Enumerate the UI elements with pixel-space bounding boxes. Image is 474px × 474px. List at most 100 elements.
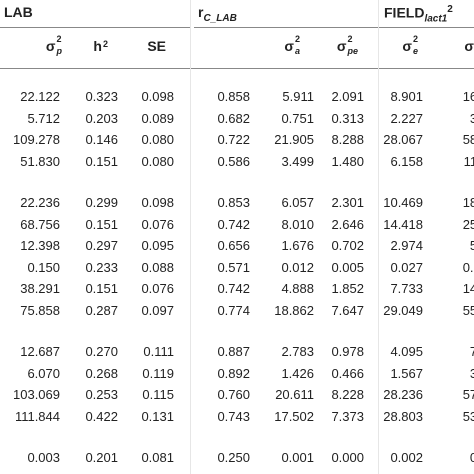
- table-cell: 0.682: [217, 110, 250, 126]
- table-cell: 0.656: [217, 238, 250, 253]
- table-row: 111.844 0.422 0.131 0.743 17.502 7.373 28.803 5…: [0, 406, 474, 428]
- table-cell: 0.131: [141, 408, 174, 424]
- column-separator: [190, 0, 191, 474]
- table-cell: 18.862: [274, 302, 314, 318]
- table-cell: 0.287: [85, 302, 118, 318]
- table-cell: 0.005: [331, 259, 364, 275]
- table-cell: 0.742: [217, 281, 250, 296]
- table-cell: 22.236: [20, 195, 60, 210]
- table-cell: 3.499: [281, 153, 314, 169]
- table-cell: 5.3: [469, 238, 474, 253]
- field-title-sup: 2: [447, 4, 453, 15]
- header-bottom-rule: [0, 68, 474, 69]
- table-cell: 1.852: [331, 281, 364, 296]
- table-cell: 28.067: [383, 132, 423, 147]
- table-cell: 0.001: [281, 450, 314, 465]
- table-cell: 1.480: [331, 153, 364, 169]
- table-cell: 6.070: [27, 365, 60, 381]
- table-cell: 18.8: [462, 195, 474, 210]
- table-row: 12.687 0.270 0.111 0.887 2.783 0.978 4.095 7.8: [0, 341, 474, 363]
- table-row: 5.712 0.203 0.089 0.682 0.751 0.313 2.227 3.2: [0, 108, 474, 130]
- table-cell: 51.830: [20, 153, 60, 169]
- column-header-7: σ2: [464, 38, 474, 54]
- table-row: 51.830 0.151 0.080 0.586 3.499 1.480 6.158 11.1: [0, 151, 474, 173]
- table-cell: 55.5: [462, 302, 474, 318]
- field-title-base: FIELD: [384, 4, 425, 21]
- table-cell: 0.743: [217, 408, 250, 424]
- table-row: 68.756 0.151 0.076 0.742 8.010 2.646 14.418 25.…: [0, 214, 474, 236]
- table-cell: 38.291: [20, 281, 60, 296]
- table-cell: 0.027: [390, 259, 423, 275]
- table-cell: 4.095: [390, 344, 423, 359]
- table-cell: 0.000: [331, 450, 364, 465]
- table-cell: 0.250: [217, 450, 250, 465]
- table-cell: 0.466: [331, 365, 364, 381]
- table-cell: 0.978: [331, 344, 364, 359]
- table-cell: 0.742: [217, 216, 250, 232]
- table-cell: 2.091: [331, 89, 364, 104]
- table-cell: 0.098: [141, 89, 174, 104]
- table-cell: 0.571: [217, 259, 250, 275]
- table-cell: 0.151: [85, 216, 118, 232]
- rc-lab-title: rC_LAB: [198, 4, 237, 24]
- table-cell: 0.111: [143, 344, 174, 359]
- table-cell: 0.076: [141, 216, 174, 232]
- column-separator: [378, 0, 379, 474]
- field-title-sub: lact1: [424, 13, 448, 25]
- table-cell: 0.268: [85, 365, 118, 381]
- table-cell: 14.4: [462, 281, 474, 296]
- table-cell: 0.858: [217, 89, 250, 104]
- table-cell: 0.151: [85, 153, 118, 169]
- table-cell: 0.422: [85, 408, 118, 424]
- rc-title-sub: C_LAB: [203, 12, 237, 24]
- table-cell: 0.04: [462, 259, 474, 275]
- table-cell: 0.299: [85, 195, 118, 210]
- table-cell: 57.0: [462, 387, 474, 402]
- table-row: 12.398 0.297 0.095 0.656 1.676 0.702 2.974 5.3: [0, 235, 474, 257]
- column-header-sup: 2: [347, 34, 353, 45]
- table-cell: 5.712: [27, 110, 60, 126]
- table-cell: 3.2: [469, 110, 474, 126]
- table-row: 22.236 0.299 0.098 0.853 6.057 2.301 10.469 18.…: [0, 192, 474, 214]
- table-cell: 0.088: [141, 259, 174, 275]
- table-cell: 7.373: [331, 408, 364, 424]
- table-cell: 0.853: [217, 195, 250, 210]
- table-cell: 0.119: [142, 365, 174, 381]
- table-cell: 0.253: [85, 387, 118, 402]
- column-header-sub: pe: [347, 46, 358, 57]
- column-header-base: σ: [402, 38, 412, 54]
- table-cell: 0.097: [141, 302, 174, 318]
- table-cell: 28.803: [383, 408, 423, 424]
- column-header-sub: a: [294, 46, 300, 57]
- column-header-sub: e: [412, 46, 418, 57]
- table-cell: 0.751: [281, 110, 314, 126]
- table-cell: 0.098: [141, 195, 174, 210]
- field-title: FIELDlact12: [384, 4, 453, 24]
- rc-title-base: r: [198, 4, 204, 20]
- table-cell: 0.080: [141, 153, 174, 169]
- table-cell: 0.203: [85, 110, 118, 126]
- table-row: 75.858 0.287 0.097 0.774 18.862 7.647 29.049 55…: [0, 300, 474, 322]
- table-row: 6.070 0.268 0.119 0.892 1.426 0.466 1.567 3.4: [0, 363, 474, 385]
- table-cell: 0.892: [217, 365, 250, 381]
- column-header-base: σ: [45, 38, 56, 54]
- table-cell: 2.974: [390, 238, 423, 253]
- table-cell: 20.611: [275, 387, 314, 402]
- table-cell: 0.323: [85, 89, 118, 104]
- table-cell: 0.003: [27, 450, 60, 465]
- table-cell: 0.146: [85, 132, 118, 147]
- table-cell: 1.426: [281, 365, 314, 381]
- table-cell: 17.502: [274, 408, 314, 424]
- table-cell: 0.760: [217, 387, 250, 402]
- table-cell: 5.911: [282, 89, 314, 104]
- table-cell: 28.236: [383, 387, 423, 402]
- table-cell: 0.586: [217, 153, 250, 169]
- table-row: 0.003 0.201 0.081 0.250 0.001 0.000 0.002 0.0: [0, 447, 474, 469]
- table-cell: 0.201: [85, 450, 118, 465]
- table-row: 0.150 0.233 0.088 0.571 0.012 0.005 0.027 0.04: [0, 257, 474, 279]
- lab-title: LAB: [4, 4, 33, 20]
- table-group-header: LAB rC_LAB FIELDlact12: [0, 0, 474, 28]
- table-row: 109.278 0.146 0.080 0.722 21.905 8.288 28.067 5…: [0, 129, 474, 151]
